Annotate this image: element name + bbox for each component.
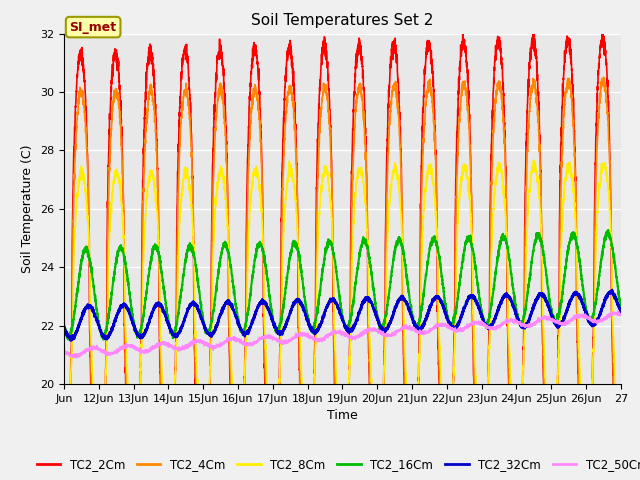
TC2_8Cm <box>184 174 191 180</box>
TC2_8Cm <box>515 441 523 447</box>
TC2_8Cm <box>530 157 538 163</box>
X-axis label: Time: Time <box>327 409 358 422</box>
Line: TC2_50Cm: TC2_50Cm <box>64 311 621 358</box>
TC2_50Cm <box>72 355 79 360</box>
Line: TC2_8Cm: TC2_8Cm <box>64 160 621 472</box>
TC2_4Cm <box>106 155 113 161</box>
TC2_16Cm <box>106 308 114 313</box>
TC2_50Cm <box>614 308 621 314</box>
TC2_32Cm <box>608 287 616 293</box>
TC2_8Cm <box>106 226 114 231</box>
Line: TC2_2Cm: TC2_2Cm <box>64 30 621 480</box>
TC2_32Cm <box>508 298 515 304</box>
Line: TC2_4Cm: TC2_4Cm <box>64 77 621 480</box>
TC2_8Cm <box>364 247 372 252</box>
TC2_16Cm <box>60 320 68 326</box>
TC2_4Cm <box>600 74 607 80</box>
TC2_16Cm <box>508 272 515 277</box>
Y-axis label: Soil Temperature (C): Soil Temperature (C) <box>22 144 35 273</box>
TC2_32Cm <box>60 324 68 330</box>
TC2_16Cm <box>531 243 538 249</box>
TC2_16Cm <box>515 318 523 324</box>
Line: TC2_16Cm: TC2_16Cm <box>64 230 621 340</box>
Legend: TC2_2Cm, TC2_4Cm, TC2_8Cm, TC2_16Cm, TC2_32Cm, TC2_50Cm: TC2_2Cm, TC2_4Cm, TC2_8Cm, TC2_16Cm, TC2… <box>32 454 640 476</box>
TC2_32Cm <box>515 319 523 325</box>
TC2_16Cm <box>617 304 625 310</box>
TC2_50Cm <box>617 312 625 318</box>
TC2_32Cm <box>364 294 372 300</box>
TC2_2Cm <box>364 304 372 310</box>
TC2_50Cm <box>184 341 191 347</box>
TC2_4Cm <box>364 239 372 244</box>
TC2_16Cm <box>604 227 612 233</box>
TC2_50Cm <box>531 321 538 326</box>
TC2_2Cm <box>106 117 113 122</box>
TC2_2Cm <box>598 27 606 33</box>
TC2_50Cm <box>106 352 114 358</box>
TC2_2Cm <box>184 60 191 65</box>
TC2_8Cm <box>508 387 515 393</box>
TC2_2Cm <box>531 48 538 54</box>
TC2_16Cm <box>184 246 191 252</box>
Title: Soil Temperatures Set 2: Soil Temperatures Set 2 <box>252 13 433 28</box>
TC2_50Cm <box>515 320 523 325</box>
TC2_32Cm <box>531 304 538 310</box>
TC2_50Cm <box>364 326 372 332</box>
TC2_4Cm <box>508 451 515 456</box>
TC2_8Cm <box>531 161 538 167</box>
TC2_8Cm <box>617 455 625 460</box>
TC2_32Cm <box>106 331 114 336</box>
TC2_32Cm <box>617 309 625 315</box>
TC2_32Cm <box>184 307 191 312</box>
TC2_16Cm <box>364 245 372 251</box>
TC2_8Cm <box>60 466 68 472</box>
Text: SI_met: SI_met <box>70 21 116 34</box>
TC2_8Cm <box>61 469 68 475</box>
TC2_32Cm <box>67 338 74 344</box>
TC2_4Cm <box>531 85 538 91</box>
TC2_4Cm <box>184 95 191 101</box>
TC2_16Cm <box>100 337 108 343</box>
Line: TC2_32Cm: TC2_32Cm <box>64 290 621 341</box>
TC2_50Cm <box>508 317 515 323</box>
TC2_50Cm <box>60 350 68 356</box>
